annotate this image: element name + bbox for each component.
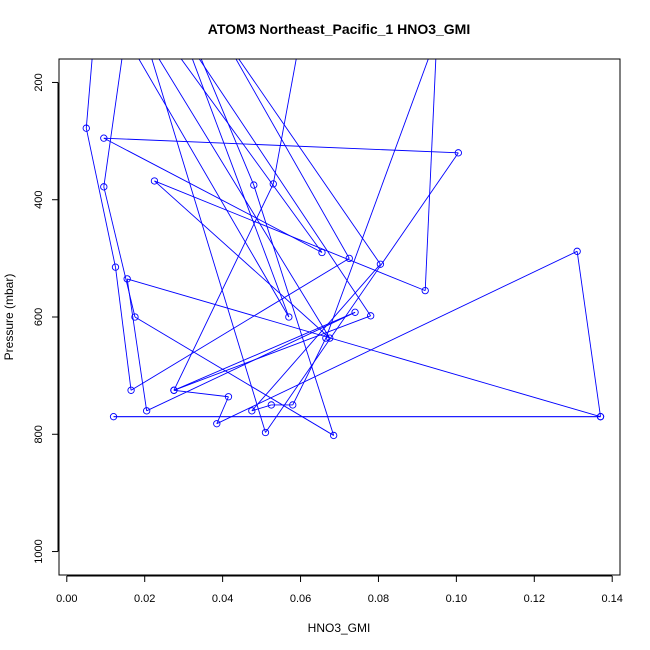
data-point	[248, 407, 256, 415]
x-tick-label: 0.02	[134, 593, 155, 605]
series-line-segment	[151, 59, 266, 433]
y-tick-label: 200	[33, 73, 45, 91]
data-point	[131, 313, 139, 321]
data-point	[326, 334, 334, 342]
data-point	[351, 308, 359, 316]
data-point	[285, 313, 293, 321]
series-line-segment	[173, 183, 274, 391]
series-line-segment	[85, 59, 93, 129]
data-point	[376, 260, 385, 268]
data-point	[454, 149, 462, 157]
series-line-segment	[191, 59, 290, 318]
y-tick-label: 1000	[33, 539, 45, 563]
series-line-segment	[115, 267, 132, 391]
data-point	[318, 248, 326, 257]
data-point	[109, 413, 118, 421]
y-axis: 200 400 600 800 1000	[33, 73, 59, 564]
series-line-segment	[272, 59, 297, 184]
data-point	[345, 254, 353, 263]
data-point	[269, 180, 277, 188]
series-line-segment	[173, 315, 371, 391]
series-line-segment	[103, 59, 123, 187]
plot-area	[82, 59, 605, 440]
y-tick-label: 400	[33, 191, 45, 209]
series-line-segment	[173, 311, 356, 391]
data-point	[100, 183, 108, 191]
x-tick-label: 0.08	[368, 593, 389, 605]
data-point	[267, 401, 275, 409]
series-line-segment	[325, 59, 429, 339]
series-line-segment	[253, 184, 335, 436]
data-point	[224, 393, 233, 401]
data-point	[421, 286, 429, 295]
series-line-segment	[127, 278, 601, 418]
series-line-segment	[103, 137, 323, 253]
x-tick-label: 0.12	[524, 593, 545, 605]
x-axis-label: HNO3_GMI	[308, 621, 371, 635]
series-line-segment	[85, 128, 116, 268]
data-point	[170, 386, 178, 394]
series-line-segment	[265, 152, 459, 433]
data-point	[573, 247, 581, 255]
data-point	[367, 312, 375, 320]
series-line-segment	[134, 316, 334, 436]
series-line-segment	[138, 59, 290, 318]
series-line-segment	[292, 337, 327, 406]
data-point	[261, 428, 270, 437]
series-line-segment	[198, 59, 372, 317]
series-line-segment	[216, 396, 229, 424]
series-line-segment	[251, 263, 381, 412]
data-point	[123, 275, 131, 283]
series-line-segment	[216, 250, 578, 425]
series-line-segment	[238, 59, 381, 265]
data-point	[127, 386, 135, 394]
series-line-segment	[103, 137, 459, 154]
data-point	[322, 334, 330, 342]
series-line-segment	[126, 278, 148, 411]
y-tick-label: 800	[33, 425, 45, 443]
series-line-segment	[158, 59, 331, 339]
series-line-segment	[180, 59, 323, 253]
data-point	[82, 124, 90, 132]
data-point	[250, 181, 258, 189]
data-point	[100, 134, 108, 142]
series-layer	[82, 59, 605, 440]
y-axis-label: Pressure (mbar)	[2, 274, 16, 361]
y-tick-label: 600	[33, 308, 45, 326]
data-point	[596, 413, 605, 421]
x-tick-label: 0.06	[290, 593, 311, 605]
x-tick-label: 0.04	[212, 593, 233, 605]
plot-frame	[58, 58, 621, 576]
x-tick-label: 0.14	[601, 593, 622, 605]
x-axis: 0.00 0.02 0.04 0.06 0.08 0.10 0.12 0.14	[56, 575, 623, 605]
x-tick-label: 0.00	[56, 593, 77, 605]
series-line-segment	[130, 257, 350, 391]
series-line-segment	[576, 251, 601, 417]
data-point	[289, 401, 297, 409]
series-line-segment	[235, 59, 350, 259]
data-point	[150, 177, 159, 185]
series-line-segment	[424, 59, 437, 291]
x-tick-label: 0.10	[446, 593, 467, 605]
series-line-segment	[173, 389, 229, 398]
series-line-segment	[200, 59, 255, 186]
data-point	[143, 407, 151, 415]
series-line-segment	[154, 180, 331, 339]
data-point	[213, 420, 221, 428]
chart-title: ATOM3 Northeast_Pacific_1 HNO3_GMI	[208, 21, 470, 37]
data-point	[111, 263, 120, 271]
data-point	[330, 431, 338, 440]
series-line-segment	[146, 311, 356, 412]
